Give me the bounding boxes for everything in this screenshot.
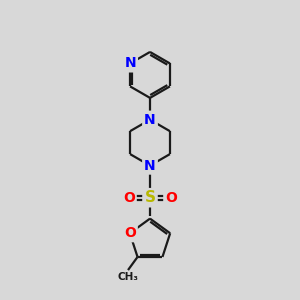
Text: O: O <box>123 191 135 205</box>
Text: O: O <box>165 191 177 205</box>
Text: N: N <box>144 159 156 172</box>
Text: N: N <box>144 113 156 127</box>
Text: N: N <box>124 56 136 70</box>
Text: CH₃: CH₃ <box>118 272 139 282</box>
Text: S: S <box>145 190 155 205</box>
Text: O: O <box>124 226 136 240</box>
